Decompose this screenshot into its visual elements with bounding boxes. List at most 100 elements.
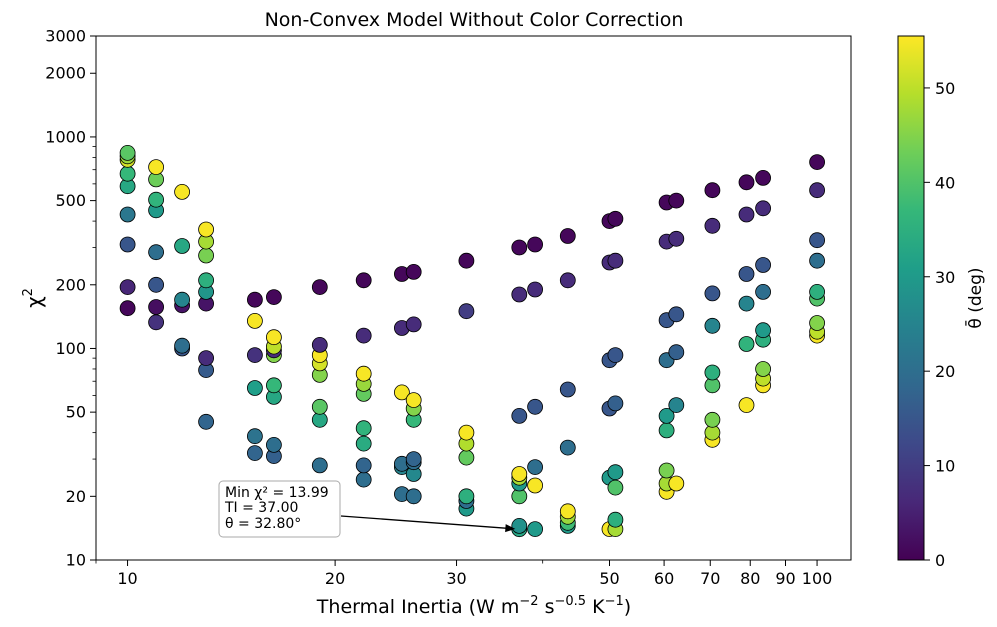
data-point — [174, 238, 191, 254]
data-point — [668, 306, 685, 323]
data-point — [511, 407, 528, 424]
data-point — [658, 462, 675, 479]
data-point — [607, 252, 624, 269]
min-annotation: Min χ² = 13.99 TI = 37.00 θ = 32.80° — [218, 480, 516, 538]
data-point — [511, 239, 528, 256]
data-point — [119, 165, 136, 182]
x-axis-label-part: −0.5 — [555, 594, 587, 609]
x-tick-label: 50 — [599, 569, 619, 588]
y-tick-label: 500 — [55, 191, 86, 210]
data-point — [559, 272, 576, 289]
x-tick-label: 80 — [740, 569, 760, 588]
data-point — [148, 276, 165, 293]
x-tick-label: 20 — [325, 569, 345, 588]
data-point — [458, 303, 475, 320]
colorbar-ticks: 0 10 20 30 40 50 — [924, 79, 955, 570]
data-point — [738, 336, 755, 352]
data-point — [148, 299, 165, 315]
data-point — [511, 286, 528, 303]
data-point — [311, 279, 328, 296]
data-point — [246, 380, 263, 396]
data-point — [738, 206, 755, 223]
annotation-line-2: TI = 37.00 — [224, 500, 298, 516]
y-tick-label: 1000 — [45, 127, 86, 146]
data-point — [148, 314, 165, 331]
data-point — [355, 420, 372, 437]
data-point — [405, 316, 422, 333]
y-tick-label: 50 — [66, 403, 86, 422]
data-point — [265, 329, 282, 346]
x-axis-label-part: s — [539, 596, 555, 618]
y-tick-label: 10 — [66, 551, 86, 570]
data-point — [668, 397, 685, 414]
x-tick-label: 100 — [802, 569, 833, 588]
data-point — [527, 459, 543, 476]
data-point — [559, 503, 576, 520]
data-point — [527, 477, 543, 494]
data-point — [119, 206, 136, 223]
points-layer — [119, 144, 825, 538]
annotation-arrowhead — [505, 524, 516, 533]
colorbar-tick-label: 40 — [935, 173, 955, 192]
data-point — [355, 272, 372, 289]
data-point — [148, 159, 165, 176]
data-point — [511, 518, 528, 534]
data-point — [355, 435, 372, 452]
data-point — [704, 182, 721, 199]
chart-title: Non-Convex Model Without Color Correctio… — [265, 9, 684, 31]
data-point — [119, 279, 136, 296]
annotation-line-3: θ = 32.80° — [225, 516, 301, 532]
data-point — [704, 285, 721, 302]
data-point — [809, 315, 825, 331]
data-point — [738, 266, 755, 282]
annotation-box — [218, 480, 341, 538]
plot-area-frame — [95, 35, 852, 561]
x-tick-label: 30 — [446, 569, 466, 588]
y-tick-label: 3000 — [45, 27, 86, 46]
y-axis-label-main: χ — [22, 296, 46, 308]
data-point — [174, 183, 191, 200]
data-point — [658, 407, 675, 424]
data-point — [559, 228, 576, 244]
data-point — [265, 289, 282, 306]
data-point — [246, 347, 263, 364]
data-point — [527, 281, 543, 298]
x-axis-label-part: −1 — [605, 594, 624, 609]
data-point — [809, 232, 825, 249]
colorbar-tick-label: 30 — [935, 268, 955, 287]
data-point — [311, 336, 328, 353]
y-tick-label: 200 — [55, 275, 86, 294]
colorbar-gradient — [897, 35, 925, 561]
data-point — [311, 457, 328, 474]
data-point — [559, 439, 576, 456]
data-point — [119, 236, 136, 253]
data-point — [527, 521, 543, 537]
data-point — [668, 344, 685, 361]
data-point — [668, 230, 685, 247]
data-point — [198, 247, 215, 264]
x-axis-label-part: K — [586, 596, 605, 618]
data-point — [393, 384, 410, 401]
annotation-arrow — [340, 515, 508, 529]
colorbar: 0 10 20 30 40 50 θ̄ (deg) — [897, 35, 986, 570]
data-point — [405, 451, 422, 468]
x-axis-label-part: Thermal Inertia (W m — [316, 596, 520, 618]
y-tick-label: 20 — [66, 487, 86, 506]
data-point — [527, 236, 543, 253]
y-axis-label: χ2 — [21, 288, 46, 308]
data-point — [405, 263, 422, 280]
data-point — [755, 257, 771, 273]
x-axis: 10 20 30 50 60 70 80 90 100 — [95, 560, 833, 588]
x-axis-label-part: ) — [624, 596, 631, 618]
data-point — [198, 221, 215, 238]
colorbar-tick-label: 0 — [935, 551, 945, 570]
y-axis-label-superscript: 2 — [21, 288, 36, 296]
data-point — [809, 283, 825, 300]
y-tick-label: 100 — [55, 339, 86, 358]
x-tick-label: 10 — [117, 569, 137, 588]
data-point — [607, 479, 624, 496]
data-point — [607, 395, 624, 412]
data-point — [198, 413, 215, 430]
data-point — [246, 312, 263, 329]
